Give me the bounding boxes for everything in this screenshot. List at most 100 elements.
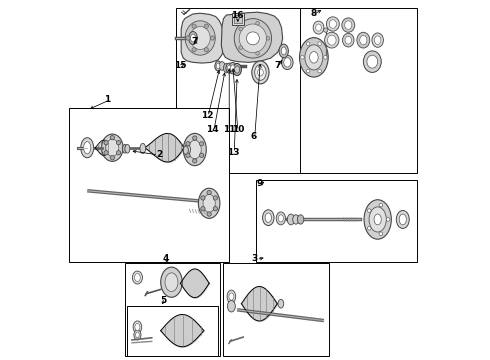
- Ellipse shape: [276, 212, 286, 225]
- Ellipse shape: [125, 144, 130, 153]
- Text: 14: 14: [206, 125, 219, 134]
- Ellipse shape: [278, 215, 283, 222]
- Ellipse shape: [287, 214, 294, 225]
- Ellipse shape: [191, 34, 196, 42]
- Ellipse shape: [227, 65, 231, 71]
- Polygon shape: [221, 12, 283, 62]
- Ellipse shape: [135, 274, 140, 282]
- Circle shape: [199, 141, 204, 146]
- Ellipse shape: [372, 33, 383, 47]
- Ellipse shape: [188, 140, 201, 159]
- Circle shape: [306, 69, 310, 73]
- Ellipse shape: [133, 321, 142, 333]
- Ellipse shape: [183, 146, 188, 154]
- Ellipse shape: [256, 22, 259, 25]
- Ellipse shape: [227, 290, 236, 303]
- Ellipse shape: [263, 210, 274, 226]
- Ellipse shape: [374, 36, 381, 44]
- Bar: [300, 8, 417, 173]
- Circle shape: [186, 153, 190, 157]
- Bar: [69, 108, 229, 262]
- Ellipse shape: [345, 36, 351, 44]
- Ellipse shape: [229, 62, 237, 74]
- Text: 3: 3: [251, 255, 258, 264]
- Ellipse shape: [327, 35, 336, 45]
- Ellipse shape: [297, 215, 304, 224]
- Text: 5: 5: [160, 296, 167, 305]
- Text: 15: 15: [174, 61, 187, 70]
- Ellipse shape: [122, 144, 127, 153]
- Bar: [232, 13, 245, 25]
- Ellipse shape: [399, 214, 406, 225]
- Ellipse shape: [183, 134, 206, 166]
- Circle shape: [318, 69, 321, 73]
- Text: 4: 4: [162, 255, 169, 264]
- Circle shape: [116, 150, 121, 155]
- Circle shape: [379, 232, 383, 235]
- Ellipse shape: [223, 63, 229, 73]
- Ellipse shape: [252, 61, 269, 84]
- Ellipse shape: [239, 24, 267, 53]
- Circle shape: [213, 207, 218, 211]
- Circle shape: [104, 140, 108, 145]
- Polygon shape: [181, 13, 223, 63]
- Circle shape: [201, 196, 205, 200]
- Ellipse shape: [132, 271, 143, 284]
- Ellipse shape: [293, 215, 299, 224]
- Ellipse shape: [84, 141, 91, 154]
- Bar: [234, 15, 243, 23]
- Ellipse shape: [246, 32, 259, 45]
- Circle shape: [201, 207, 205, 211]
- Circle shape: [368, 226, 371, 230]
- Circle shape: [318, 42, 321, 45]
- Ellipse shape: [396, 211, 409, 228]
- Ellipse shape: [313, 21, 324, 34]
- Circle shape: [300, 55, 304, 59]
- Circle shape: [110, 156, 115, 160]
- Circle shape: [386, 218, 390, 221]
- Ellipse shape: [135, 323, 140, 330]
- Circle shape: [207, 190, 211, 195]
- Ellipse shape: [190, 27, 210, 49]
- Ellipse shape: [256, 51, 259, 55]
- Ellipse shape: [265, 213, 271, 222]
- Ellipse shape: [226, 63, 232, 73]
- Circle shape: [104, 150, 108, 155]
- Text: 10: 10: [232, 125, 244, 134]
- Circle shape: [323, 55, 327, 59]
- Ellipse shape: [299, 38, 328, 77]
- Ellipse shape: [185, 144, 191, 154]
- Ellipse shape: [239, 46, 243, 49]
- Ellipse shape: [198, 188, 220, 219]
- Ellipse shape: [233, 63, 242, 76]
- Ellipse shape: [231, 65, 235, 71]
- Ellipse shape: [204, 24, 208, 28]
- Circle shape: [368, 209, 371, 212]
- Ellipse shape: [342, 18, 355, 32]
- Ellipse shape: [374, 214, 381, 225]
- Ellipse shape: [305, 45, 323, 70]
- Ellipse shape: [81, 138, 94, 158]
- Circle shape: [199, 153, 204, 157]
- Ellipse shape: [255, 64, 266, 80]
- Ellipse shape: [281, 47, 286, 55]
- Ellipse shape: [192, 48, 196, 52]
- Ellipse shape: [282, 55, 293, 69]
- Circle shape: [379, 203, 383, 207]
- Ellipse shape: [134, 330, 141, 340]
- Bar: [176, 8, 302, 173]
- Text: 7: 7: [274, 62, 280, 71]
- Ellipse shape: [229, 293, 234, 300]
- Text: 8: 8: [310, 9, 316, 18]
- Text: 13: 13: [227, 148, 240, 157]
- Circle shape: [213, 196, 218, 200]
- Circle shape: [323, 28, 328, 32]
- Ellipse shape: [324, 32, 339, 48]
- Ellipse shape: [227, 301, 235, 312]
- Ellipse shape: [192, 24, 196, 28]
- Circle shape: [193, 136, 197, 140]
- Ellipse shape: [326, 17, 339, 31]
- Circle shape: [116, 140, 121, 145]
- Ellipse shape: [367, 55, 378, 68]
- Text: 11: 11: [223, 125, 236, 134]
